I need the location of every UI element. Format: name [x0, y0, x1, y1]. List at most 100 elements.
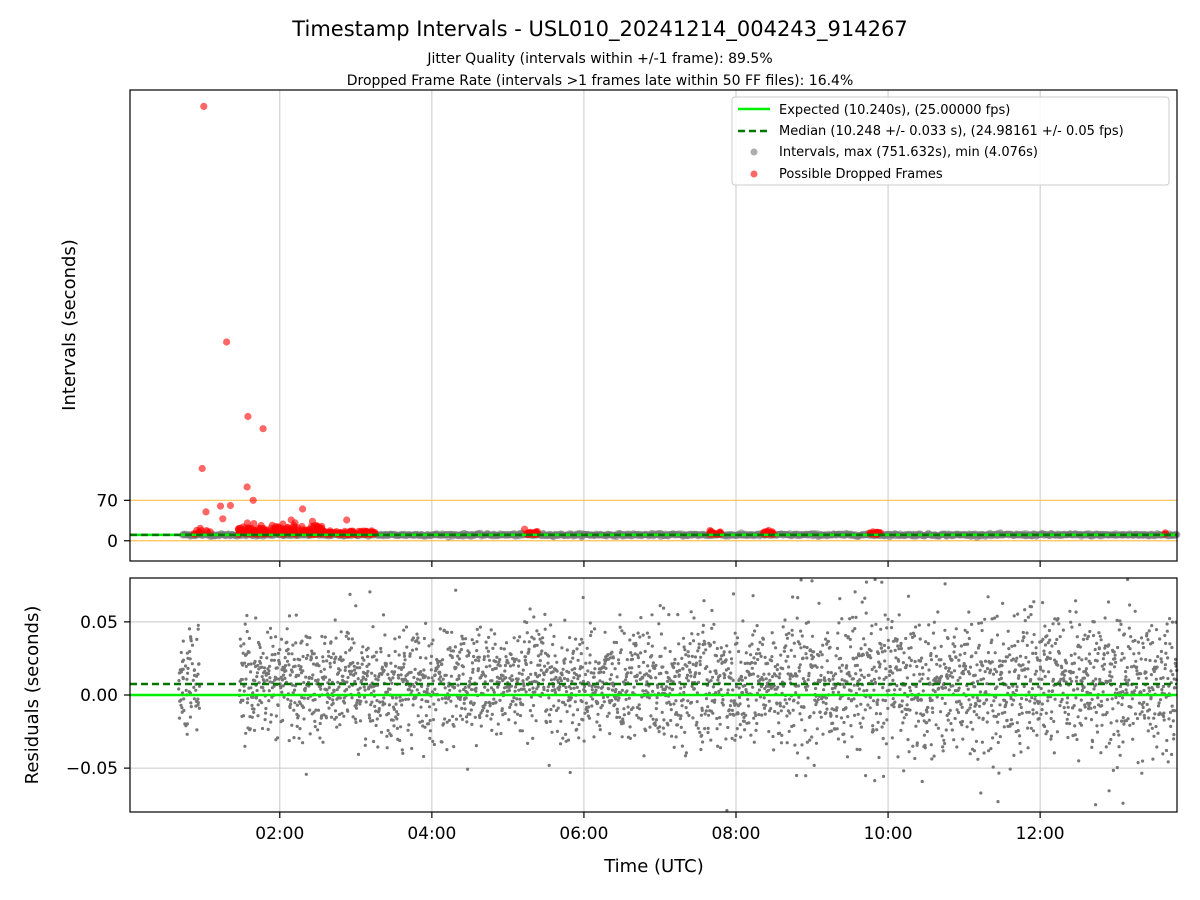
residual-point [824, 711, 828, 715]
residual-point [400, 748, 404, 752]
residual-point [1112, 732, 1116, 737]
residual-point [321, 655, 325, 659]
residual-point [1058, 635, 1062, 639]
residual-point [1142, 700, 1146, 705]
residual-point [763, 712, 767, 716]
residual-point [364, 677, 368, 682]
intervals-y-tick-label: 0 [107, 532, 118, 552]
residual-point [342, 714, 346, 718]
residual-point [1034, 669, 1038, 673]
residual-point [672, 665, 676, 670]
residual-point [292, 736, 296, 740]
residual-point [900, 710, 904, 714]
residual-point [704, 648, 708, 652]
residual-point [185, 732, 189, 736]
residual-point [564, 690, 569, 694]
residual-point [179, 650, 183, 655]
residual-point [1043, 674, 1047, 679]
residual-point [372, 654, 376, 658]
residual-point [968, 752, 972, 756]
residual-point [280, 690, 284, 694]
residual-point [540, 649, 544, 653]
residual-point [647, 635, 651, 639]
residual-point [1102, 667, 1106, 671]
residual-point [486, 688, 490, 692]
residual-point [884, 675, 888, 680]
residual-point [1029, 726, 1033, 730]
residual-point [731, 678, 735, 683]
residual-point [699, 713, 704, 717]
residual-point [272, 658, 276, 662]
residual-point [561, 667, 565, 671]
residual-point [1088, 661, 1092, 666]
residual-point [874, 681, 878, 685]
residual-point [529, 672, 533, 676]
residual-point [334, 655, 338, 659]
residual-point [878, 712, 883, 716]
residual-point [829, 729, 834, 733]
residual-point [889, 626, 894, 630]
residual-point [596, 712, 600, 716]
residual-point [1120, 703, 1124, 707]
residual-point [1113, 653, 1117, 657]
residual-point [975, 713, 979, 717]
residual-point [602, 700, 606, 704]
residual-point [1010, 703, 1014, 707]
residual-point [1073, 652, 1077, 656]
residual-point [985, 720, 989, 724]
residual-point [256, 663, 260, 668]
residual-point [584, 661, 588, 665]
residual-point [427, 722, 431, 726]
residual-point [878, 662, 882, 666]
residual-point [725, 714, 729, 718]
residual-point [952, 635, 956, 639]
residual-point [918, 637, 922, 641]
residual-point [399, 673, 403, 677]
residual-point [449, 674, 453, 678]
residual-point [689, 610, 693, 614]
residual-point [571, 656, 575, 660]
residual-point [583, 689, 587, 694]
residual-point [1097, 631, 1101, 635]
residual-point [285, 627, 289, 631]
residual-point [908, 685, 912, 690]
residual-point [441, 677, 445, 681]
residual-point [487, 635, 491, 640]
residual-point [343, 668, 347, 673]
residual-point [575, 727, 579, 731]
residual-point [1069, 653, 1073, 658]
residual-point [246, 697, 250, 701]
residual-point [849, 645, 853, 649]
residual-point [243, 622, 247, 626]
residual-point [1070, 679, 1074, 683]
residual-point [666, 723, 670, 727]
residual-point [754, 713, 758, 718]
residual-point [733, 738, 737, 742]
residual-point [1131, 721, 1135, 726]
residual-point [440, 740, 444, 744]
residual-point [795, 751, 800, 755]
residual-point [476, 667, 480, 671]
residual-point [319, 670, 323, 674]
residual-point [880, 580, 884, 584]
residual-point [317, 664, 321, 668]
residual-point [978, 690, 983, 694]
residual-point [551, 670, 555, 674]
residual-point [770, 659, 774, 663]
residual-point [709, 738, 713, 742]
residual-point [1088, 701, 1092, 705]
residual-point [1078, 623, 1082, 627]
residual-point [867, 673, 871, 677]
residual-point [485, 714, 489, 718]
residual-point [1030, 640, 1034, 644]
residual-point [188, 715, 192, 719]
residual-point [1009, 718, 1014, 722]
residual-point [358, 719, 363, 723]
residual-point [1093, 705, 1097, 709]
residual-point [339, 655, 343, 659]
residual-point [462, 701, 466, 706]
residual-point [798, 712, 802, 716]
residual-point [889, 649, 893, 653]
residual-point [874, 712, 879, 716]
residual-point [1147, 686, 1151, 690]
